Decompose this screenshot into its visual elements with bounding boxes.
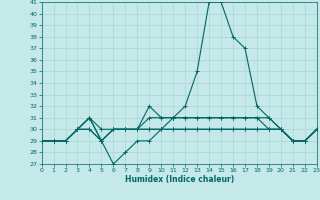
X-axis label: Humidex (Indice chaleur): Humidex (Indice chaleur) (124, 175, 234, 184)
